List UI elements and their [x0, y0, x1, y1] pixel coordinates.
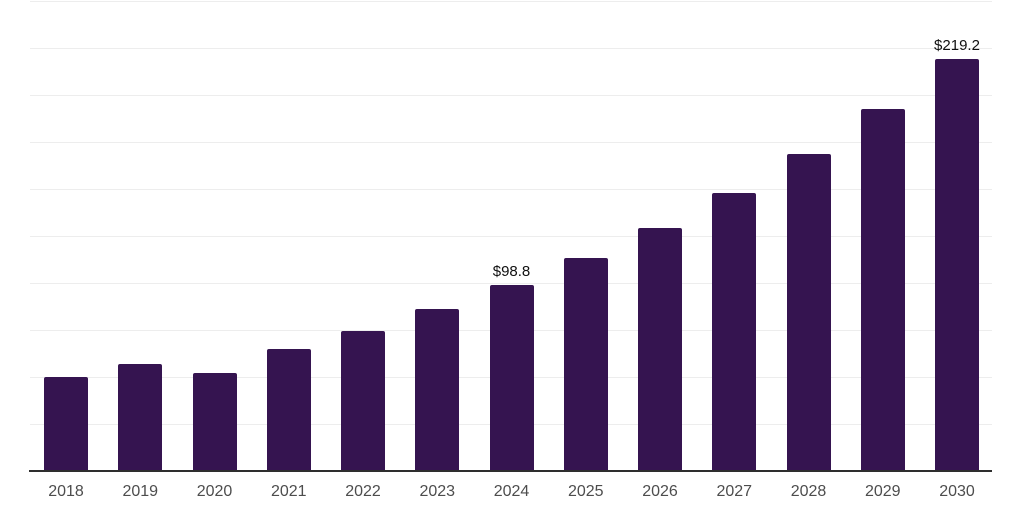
x-tick-2024: 2024	[493, 483, 530, 500]
plot-area: $98.8 $219.2	[30, 1, 992, 471]
bar-2022	[341, 330, 385, 471]
x-tick-2019: 2019	[122, 483, 159, 500]
data-label-2024: $98.8	[492, 263, 531, 281]
x-axis-labels: 2018 2019 2020 2021 2022 2023 2024 2025 2026 2027…	[30, 484, 992, 504]
x-tick-2026: 2026	[642, 483, 678, 500]
gridline	[30, 95, 992, 96]
bar-2025	[563, 258, 608, 471]
x-tick-2022: 2022	[345, 483, 381, 500]
x-tick-2018: 2018	[48, 483, 84, 500]
gridline	[30, 236, 992, 237]
bar-2024	[489, 285, 534, 471]
bar-2018	[44, 377, 88, 471]
x-tick-2027: 2027	[716, 483, 753, 500]
x-tick-2030: 2030	[939, 483, 975, 500]
bar-2021	[266, 349, 311, 471]
x-tick-2029: 2029	[864, 483, 901, 500]
x-axis-line	[29, 470, 992, 472]
gridline	[30, 283, 992, 284]
gridline	[30, 142, 992, 143]
bar-2027	[712, 192, 757, 471]
x-tick-2020: 2020	[196, 483, 233, 500]
bar-2020	[192, 373, 237, 471]
bar-2026	[638, 227, 682, 471]
bar-2019	[118, 364, 163, 471]
gridline	[30, 48, 992, 49]
bar-2029	[860, 108, 905, 471]
x-tick-2025: 2025	[567, 483, 604, 500]
x-tick-2028: 2028	[790, 483, 827, 500]
bar-2030	[935, 58, 979, 471]
data-label-2030: $219.2	[934, 36, 980, 54]
bar-2028	[786, 154, 831, 471]
gridline	[30, 189, 992, 190]
x-tick-2021: 2021	[270, 483, 307, 500]
x-tick-2023: 2023	[419, 483, 456, 500]
bar-2023	[415, 308, 460, 471]
gridline	[30, 1, 992, 2]
